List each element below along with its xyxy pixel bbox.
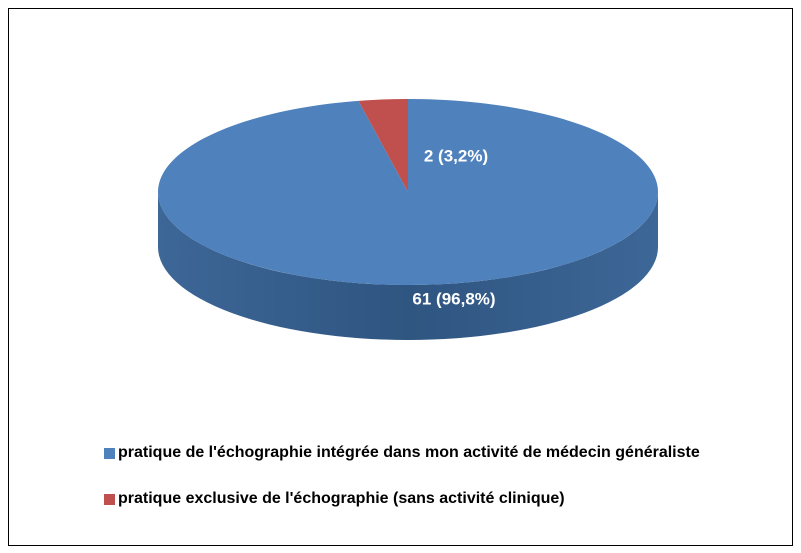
data-label: 61 (96,8%) [412,289,495,308]
legend-item: pratique exclusive de l'échographie (san… [104,486,724,512]
legend-swatch [104,494,115,505]
chart-frame [8,8,793,546]
legend-label: pratique exclusive de l'échographie (san… [118,490,565,507]
legend-item: pratique de l'échographie intégrée dans … [104,440,724,466]
slice [358,99,408,192]
legend-swatch [104,448,115,459]
legend-label: pratique de l'échographie intégrée dans … [118,444,700,461]
data-label: 2 (3,2%) [424,146,488,165]
slice [157,99,658,285]
slice-side [158,192,658,340]
legend: pratique de l'échographie intégrée dans … [104,440,724,532]
